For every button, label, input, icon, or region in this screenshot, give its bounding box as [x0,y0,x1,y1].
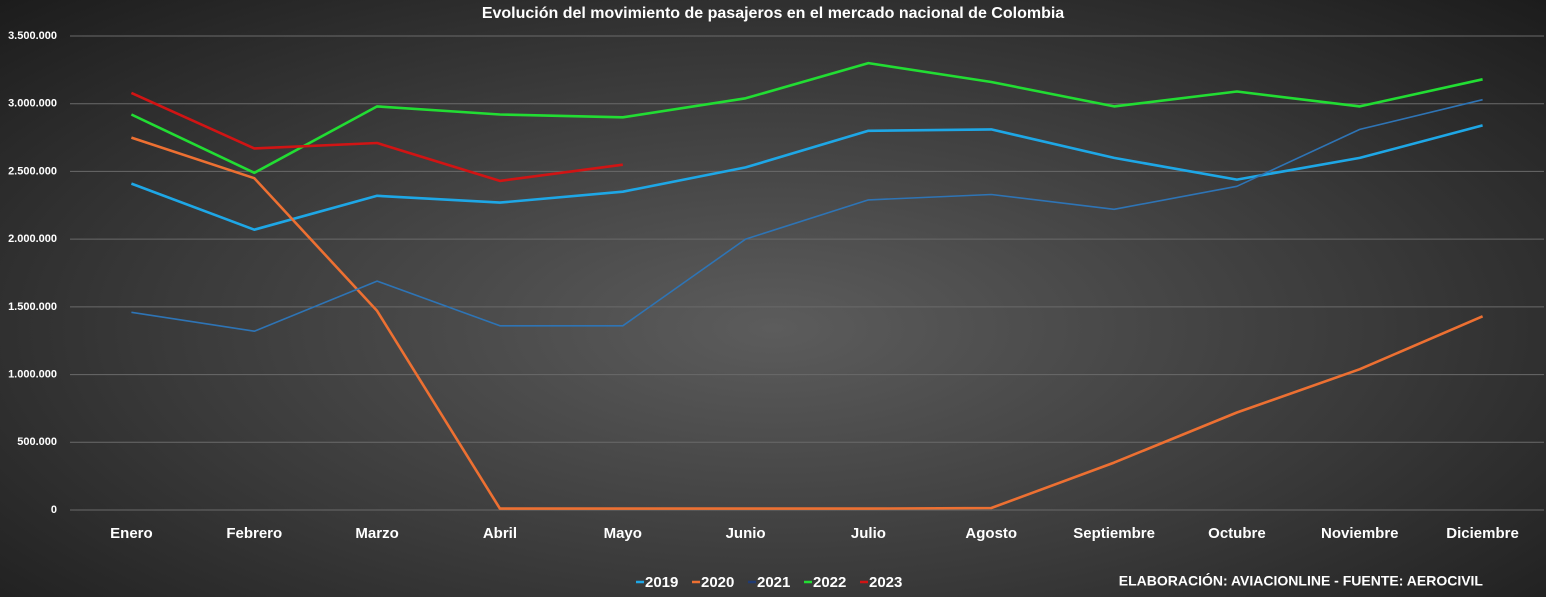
legend-label: 2022 [813,574,846,591]
y-tick-label: 2.500.000 [8,165,57,177]
x-tick-label: Septiembre [1073,525,1155,542]
legend-label: 2019 [645,574,678,591]
source: ELABORACIÓN: AVIACIONLINE - FUENTE: AERO… [1119,572,1484,589]
legend-label: 2023 [869,574,902,591]
y-tick-label: 1.500.000 [8,301,57,313]
x-tick-label: Octubre [1208,525,1266,542]
x-tick-label: Marzo [355,525,398,542]
x-tick-label: Julio [851,525,886,542]
x-tick-label: Abril [483,525,517,542]
x-tick-label: Agosto [965,525,1017,542]
series-line [130,124,1483,231]
x-tick-label: Febrero [226,525,282,542]
y-tick-label: 3.500.000 [8,30,57,42]
x-tick-label: Noviembre [1321,525,1399,542]
x-tick-label: Junio [726,525,766,542]
x-tick-label: Mayo [604,525,642,542]
legend-label: 2020 [701,574,734,591]
series-line [131,98,1483,332]
y-tick-label: 2.000.000 [8,233,57,245]
y-tick-label: 1.000.000 [8,368,57,380]
x-tick-label: Enero [110,525,153,542]
y-tick-label: 3.000.000 [8,98,57,110]
chart-title: Evolución del movimiento de pasajeros en… [482,5,1064,22]
x-tick-label: Diciembre [1446,525,1519,542]
legend-label: 2021 [757,574,790,591]
series-line [130,61,1483,175]
series-line [130,136,1484,510]
series-line [130,91,623,183]
y-tick-label: 0 [51,504,57,516]
y-tick-label: 500.000 [17,436,57,448]
